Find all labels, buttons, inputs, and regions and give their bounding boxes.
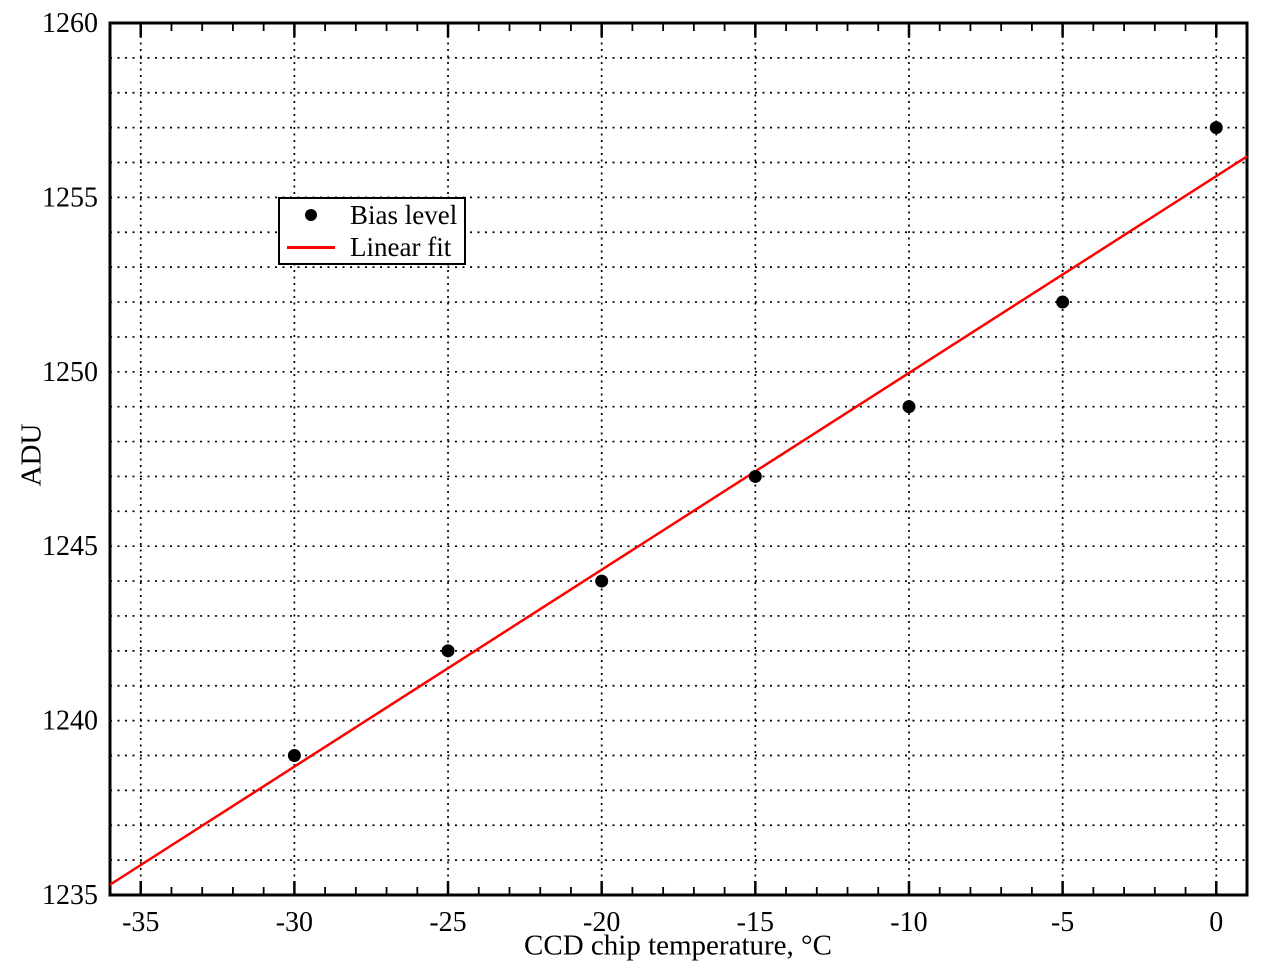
data-point	[1209, 121, 1223, 135]
y-tick-label: 1235	[42, 880, 98, 911]
x-tick-label: -25	[429, 907, 466, 938]
legend-label-linear-fit: Linear fit	[350, 231, 452, 262]
data-point	[441, 644, 455, 658]
legend-item-linear-fit: Linear fit	[280, 231, 464, 263]
fit-line	[109, 155, 1248, 886]
x-axis-title: CCD chip temperature, °C	[524, 929, 832, 962]
grid	[110, 23, 1247, 895]
x-tick-label: 0	[1209, 907, 1223, 938]
legend-label-bias-level: Bias level	[350, 199, 458, 230]
data-point	[595, 574, 609, 588]
legend-item-bias-level: Bias level	[280, 199, 464, 231]
data-points	[287, 121, 1223, 762]
fit-line-group	[109, 155, 1248, 886]
data-point	[1056, 295, 1070, 309]
y-tick-label: 1245	[42, 531, 98, 562]
data-point	[902, 400, 916, 414]
line-marker-icon	[287, 245, 335, 249]
data-point	[748, 469, 762, 483]
x-tick-label: -35	[122, 907, 159, 938]
data-point	[287, 748, 301, 762]
y-tick-label: 1260	[42, 8, 98, 39]
legend-marker-cell	[280, 245, 342, 249]
legend: Bias level Linear fit	[278, 197, 466, 265]
legend-marker-cell	[280, 209, 342, 221]
y-tick-label: 1255	[42, 182, 98, 213]
axes-box	[108, 21, 1249, 897]
y-tick-labels: 1235 1240 1245 1250 1255 1260	[42, 8, 98, 911]
x-tick-label: -10	[890, 907, 927, 938]
y-axis-title: ADU	[15, 423, 48, 487]
scatter-marker-icon	[305, 209, 317, 221]
plot-border	[108, 21, 1249, 897]
x-tick-label: -5	[1051, 907, 1074, 938]
x-tick-label: -15	[737, 907, 774, 938]
x-tick-label: -20	[583, 907, 620, 938]
y-tick-label: 1240	[42, 706, 98, 737]
x-ticks	[139, 23, 1218, 895]
x-tick-labels: -35 -30 -25 -20 -15 -10 -5 0	[122, 907, 1223, 938]
y-tick-label: 1250	[42, 357, 98, 388]
x-tick-label: -30	[276, 907, 313, 938]
